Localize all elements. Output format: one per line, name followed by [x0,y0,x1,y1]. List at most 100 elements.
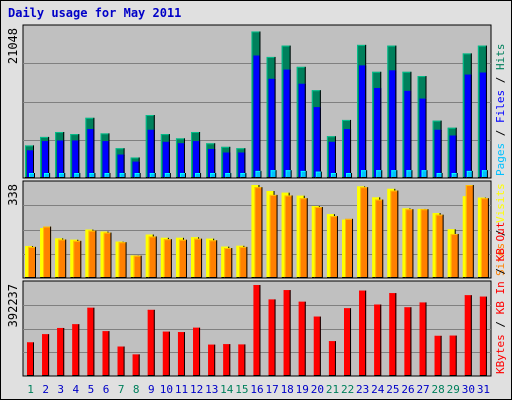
sites-bar [390,190,399,278]
sites-bar [254,187,263,278]
day-label: 22 [341,383,354,396]
pages-bar [466,170,473,178]
sites-bar [405,209,414,278]
y-max-label-top: 21048 [6,28,20,64]
legend-hits: Hits [494,44,507,71]
kbytes-bar [72,324,80,376]
legend-files: Files [494,90,507,123]
kbytes-bar [268,299,276,376]
files-bar [344,129,352,178]
kbytes-bar [193,327,201,376]
day-label: 31 [477,383,490,396]
kbytes-bar [479,296,487,376]
sites-bar [43,226,52,278]
kbytes-bar [359,290,367,376]
pages-bar [134,173,141,178]
sites-bar [284,195,293,278]
legend-separator: / [494,261,507,281]
day-label: 2 [42,383,49,396]
pages-bar [436,173,443,178]
sites-bar [118,242,127,278]
files-bar [479,72,487,178]
legend-top: Pages / Files / Hits [494,44,507,177]
kbytes-bar [344,308,352,376]
pages-bar [346,173,353,178]
pages-bar [119,173,126,178]
kbytes-bar [313,316,321,376]
day-label: 19 [296,383,309,396]
pages-bar [421,170,428,178]
legend-separator: / [494,123,507,143]
sites-bar [329,216,338,278]
files-bar [313,107,321,178]
files-bar [87,129,95,178]
kbytes-bar [449,335,457,376]
kbytes-bar [238,344,246,376]
files-bar [419,98,427,178]
day-label: 8 [133,383,140,396]
files-bar [359,65,367,178]
files-bar [464,74,472,178]
kbytes-bar [253,285,261,376]
files-bar [253,55,261,179]
sites-bar [103,232,112,278]
files-bar [72,140,80,178]
day-label: 9 [148,383,155,396]
day-label: 18 [281,383,294,396]
kbytes-bar [57,327,65,376]
legend-middle: Sites / Visits [494,183,507,276]
files-bar [449,135,457,178]
day-label: 14 [220,383,234,396]
day-label: 12 [190,383,203,396]
kbytes-bar [419,302,427,376]
pages-bar [315,171,322,178]
sites-bar [435,214,444,278]
day-label: 11 [175,383,188,396]
day-label: 21 [326,383,339,396]
day-label: 16 [250,383,263,396]
kbytes-bar [177,332,185,376]
pages-bar [255,170,262,178]
kbytes-bar [117,346,125,376]
day-label: 15 [235,383,248,396]
pages-bar [406,170,413,178]
pages-bar [149,173,156,178]
day-label: 27 [416,383,429,396]
pages-bar [179,173,186,178]
files-bar [162,141,170,178]
kbytes-bar [223,344,231,376]
sites-bar [224,248,233,278]
sites-bar [269,194,278,278]
day-label: 13 [205,383,218,396]
day-label: 6 [103,383,110,396]
pages-bar [391,170,398,178]
files-bar [404,90,412,178]
files-bar [328,141,336,178]
sites-bar [133,255,142,278]
kbytes-bar [102,331,110,376]
files-bar [298,83,306,178]
kbytes-bar [27,342,34,376]
legend-bottom: KBytes / KB In / KB Out [494,222,507,374]
sites-bar [88,230,97,278]
pages-bar [451,173,458,178]
files-bar [434,129,442,178]
day-label: 17 [265,383,278,396]
kbytes-bar [208,344,216,376]
legend-sites: Sites [494,243,507,276]
pages-bar [481,170,488,178]
pages-bar [300,170,307,178]
legend-separator: / [494,223,507,243]
files-bar [42,141,50,178]
sites-bar [360,187,369,278]
pages-bar [330,173,337,178]
legend-kb-out: KB Out [494,222,507,262]
files-bar [283,69,291,178]
files-bar [389,70,397,178]
pages-bar [59,173,66,178]
legend-pages: Pages [494,143,507,176]
pages-bar [104,173,111,178]
kbytes-bar [328,341,336,376]
kbytes-bar [464,295,472,376]
legend-separator: / [494,314,507,334]
